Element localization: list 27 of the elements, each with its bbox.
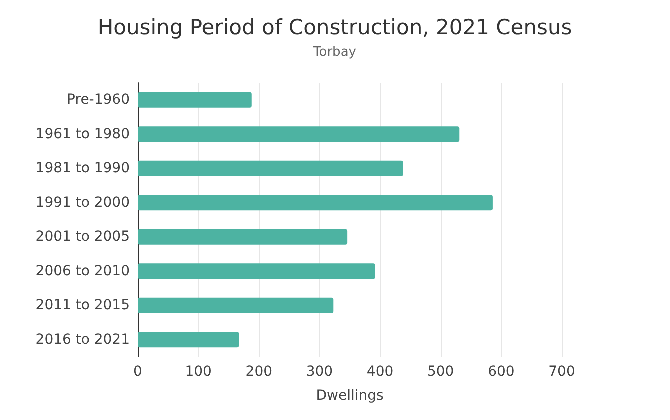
- bar: [138, 229, 348, 245]
- y-tick-label: Pre-1960: [67, 92, 130, 108]
- bar: [138, 264, 376, 280]
- y-tick-label: 1981 to 1990: [36, 160, 130, 177]
- x-tick-label: 700: [548, 364, 576, 380]
- y-tick-label: 1961 to 1980: [36, 126, 130, 142]
- bar: [138, 126, 460, 142]
- x-tick-label: 100: [185, 364, 212, 380]
- y-tick-label: 2011 to 2015: [36, 298, 130, 314]
- x-tick-label: 500: [427, 364, 454, 380]
- x-tick-label: 0: [134, 364, 142, 380]
- x-tick-label: 600: [488, 364, 515, 380]
- chart-subtitle: Torbay: [312, 45, 357, 60]
- y-tick-label: 2006 to 2010: [36, 263, 130, 280]
- bar: [138, 298, 334, 314]
- x-tick-label: 400: [366, 364, 394, 380]
- y-tick-label: 1991 to 2000: [36, 194, 130, 211]
- chart-title: Housing Period of Construction, 2021 Census: [98, 16, 572, 40]
- x-axis-title: Dwellings: [316, 388, 384, 404]
- y-tick-label: 2001 to 2005: [36, 229, 130, 246]
- bar: [138, 92, 252, 108]
- bar: [138, 332, 240, 348]
- bar: [138, 160, 404, 176]
- x-tick-label: 200: [246, 364, 273, 380]
- bar: [138, 195, 493, 211]
- y-tick-label: 2016 to 2021: [36, 332, 130, 348]
- x-tick-label: 300: [306, 364, 334, 380]
